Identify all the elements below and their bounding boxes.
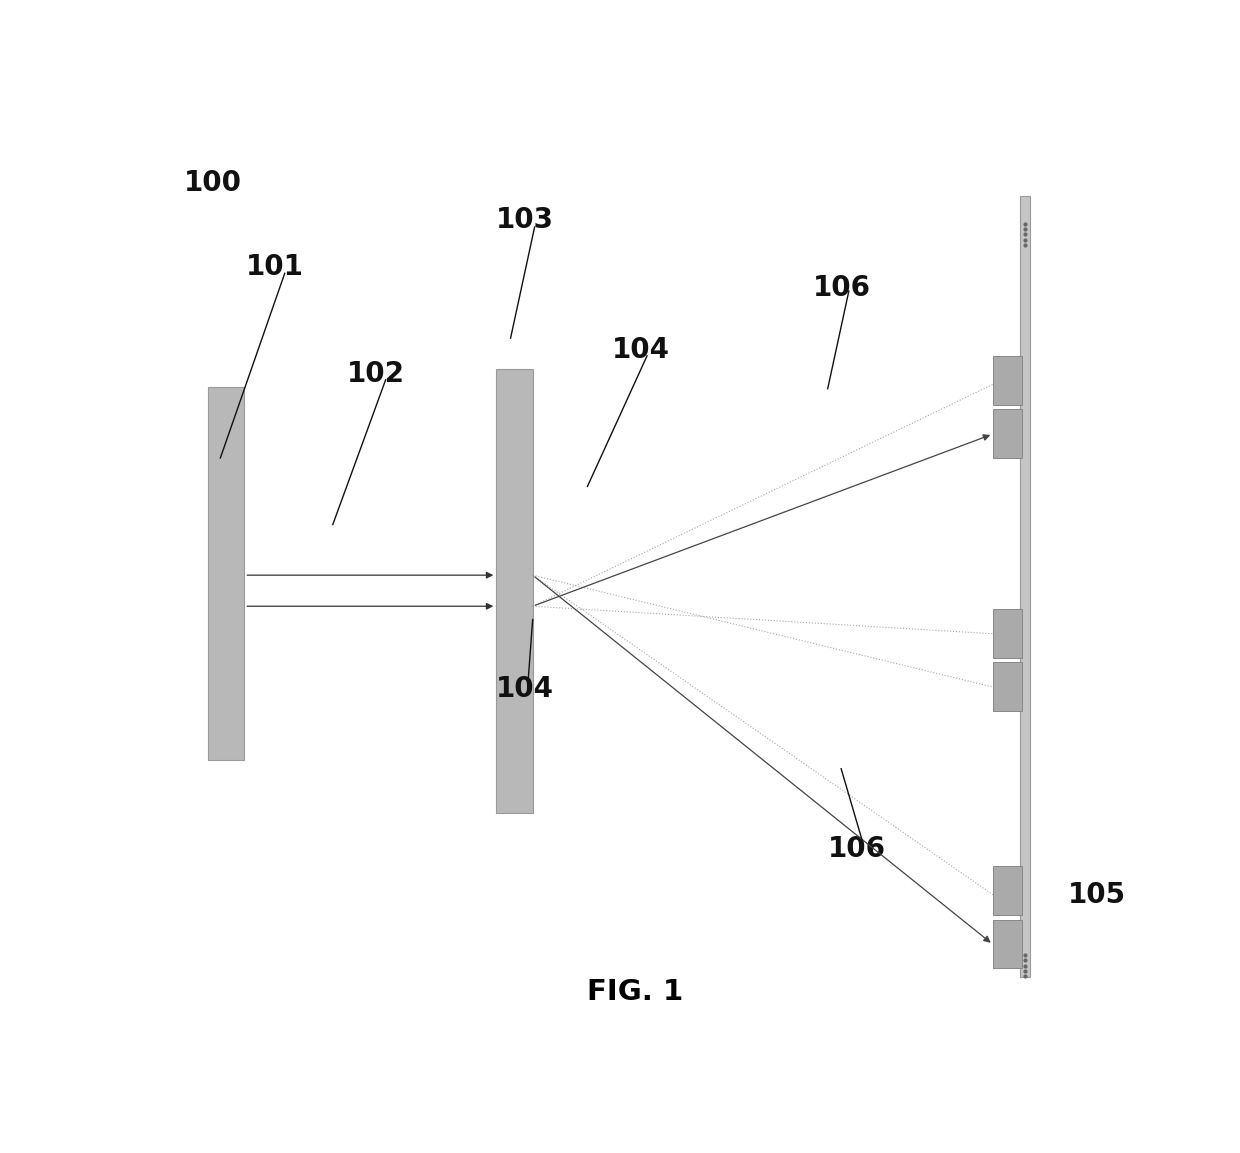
Text: FIG. 1: FIG. 1 [588, 979, 683, 1007]
Bar [993, 662, 1022, 711]
Text: 103: 103 [496, 206, 554, 234]
Text: 106: 106 [813, 273, 872, 302]
Bar [208, 387, 244, 760]
Text: 104: 104 [611, 336, 670, 363]
Text: 104: 104 [496, 675, 554, 703]
Text: 106: 106 [828, 835, 885, 862]
Bar [993, 409, 1022, 458]
Text: 100: 100 [184, 168, 242, 197]
Text: 105: 105 [1068, 881, 1126, 909]
Bar [993, 866, 1022, 915]
Text: 101: 101 [247, 254, 304, 281]
Text: 102: 102 [347, 360, 405, 387]
Bar [496, 369, 533, 813]
Bar [993, 609, 1022, 657]
Bar [993, 920, 1022, 969]
Bar [1019, 196, 1029, 978]
Bar [993, 356, 1022, 405]
